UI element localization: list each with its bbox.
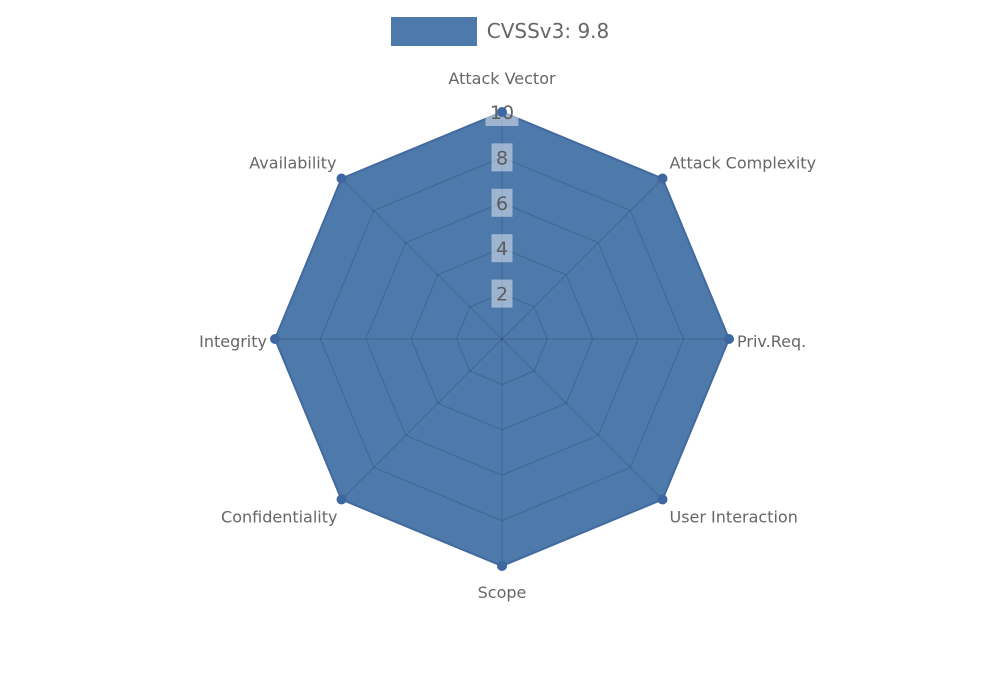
- tick-label-box: [491, 279, 513, 308]
- series-marker[interactable]: [336, 173, 347, 184]
- axis-label-attack-complexity: Attack Complexity: [670, 154, 817, 173]
- axis-spoke: [501, 178, 663, 340]
- grid-ring: [410, 247, 594, 431]
- tick-label-box: [491, 143, 513, 172]
- axis-label-user-interaction: User Interaction: [670, 508, 798, 527]
- legend-swatch[interactable]: [390, 17, 477, 46]
- series-marker[interactable]: [657, 494, 668, 505]
- axis-label-confidentiality: Confidentiality: [221, 508, 337, 527]
- series-marker[interactable]: [657, 173, 668, 184]
- chart-legend[interactable]: CVSSv3: 9.8: [0, 17, 1000, 46]
- axis-label-integrity: Integrity: [199, 332, 267, 351]
- series-marker[interactable]: [270, 334, 280, 344]
- grid-ring: [319, 156, 685, 522]
- series-marker[interactable]: [497, 107, 507, 117]
- grid-ring: [456, 293, 548, 385]
- axis-spoke: [341, 178, 503, 340]
- tick-label-box: [491, 188, 513, 217]
- series-marker[interactable]: [497, 561, 507, 571]
- series-marker[interactable]: [336, 494, 347, 505]
- tick-label: 6: [496, 193, 508, 215]
- tick-label-box: [491, 234, 513, 263]
- series-area[interactable]: [275, 112, 729, 566]
- series-marker[interactable]: [724, 334, 734, 344]
- axis-label-scope: Scope: [478, 583, 527, 602]
- tick-label: 8: [496, 147, 508, 169]
- axis-spoke: [501, 338, 663, 500]
- legend-label[interactable]: CVSSv3: 9.8: [486, 19, 610, 43]
- axis-label-attack-vector: Attack Vector: [448, 69, 556, 88]
- grid-ring: [365, 202, 639, 476]
- tick-label: 2: [496, 284, 508, 306]
- axis-label-availability: Availability: [249, 154, 336, 173]
- axis-label-priv-req: Priv.Req.: [737, 332, 806, 351]
- tick-label: 4: [496, 238, 508, 260]
- axis-spoke: [341, 338, 503, 500]
